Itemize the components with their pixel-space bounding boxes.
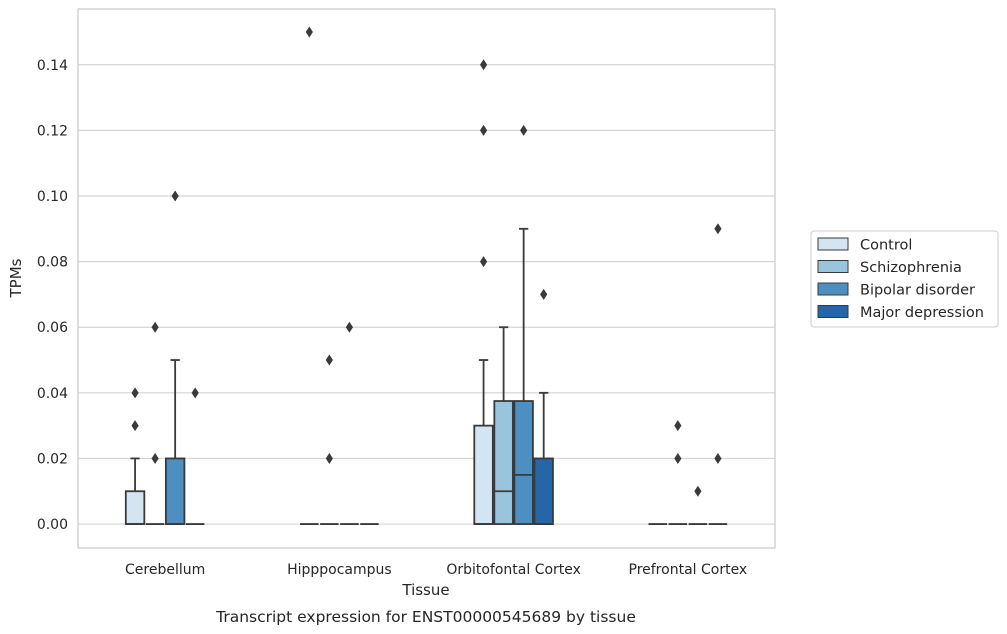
outlier-point — [714, 223, 722, 235]
outlier-point — [131, 387, 139, 399]
legend: Control Schizophrenia Bipolar disorder Majo… — [810, 230, 999, 328]
outlier-point — [171, 190, 179, 202]
outlier-point — [520, 124, 528, 136]
outlier-point — [714, 452, 722, 464]
y-tick-label: 0.00 — [37, 517, 68, 533]
outlier-point — [479, 59, 488, 71]
y-tick-label: 0.08 — [37, 255, 68, 271]
outlier-point — [479, 124, 488, 136]
legend-swatch — [817, 282, 849, 296]
outlier-point — [540, 288, 548, 300]
box-group — [668, 420, 688, 525]
x-axis-label: Tissue — [401, 581, 449, 599]
box-group — [145, 321, 165, 525]
y-axis-label: TPMs — [7, 258, 25, 298]
x-tick-label: Cerebellum — [125, 562, 205, 578]
legend-label: Bipolar disorder — [860, 283, 975, 299]
outlier-point — [479, 256, 488, 268]
box-group — [473, 59, 494, 525]
outlier-point — [151, 452, 159, 464]
box-group — [513, 124, 534, 525]
box-group — [708, 223, 728, 525]
outlier-point — [694, 485, 702, 497]
y-tick-label: 0.02 — [37, 451, 68, 467]
box-group — [533, 288, 554, 525]
box — [124, 490, 146, 525]
legend-swatch — [817, 237, 849, 251]
chart-caption: Transcript expression for ENST0000054568… — [215, 608, 636, 626]
outlier-point — [325, 354, 333, 366]
outlier-point — [151, 321, 159, 333]
plot-frame — [77, 8, 776, 549]
outlier-point — [131, 420, 139, 432]
x-tick-label: Hipppocampus — [287, 562, 392, 578]
legend-swatch — [817, 260, 849, 273]
outlier-point — [325, 452, 333, 464]
outlier-point — [674, 452, 682, 464]
y-tick-label: 0.12 — [37, 123, 68, 139]
box-group — [493, 326, 514, 525]
box-group — [688, 485, 708, 525]
box-group — [164, 190, 186, 525]
legend-label: Major depression — [860, 305, 984, 321]
legend-label: Schizophrenia — [860, 260, 962, 276]
outlier-point — [674, 420, 682, 432]
box-group — [320, 354, 339, 525]
box — [493, 400, 514, 525]
box-layer — [124, 26, 728, 525]
box — [473, 424, 494, 525]
box — [164, 457, 186, 525]
outlier-point — [191, 387, 199, 399]
legend-swatch — [817, 305, 849, 318]
x-tick-label: Prefrontal Cortex — [629, 562, 748, 578]
legend-frame — [810, 230, 999, 328]
y-tick-label: 0.10 — [37, 189, 68, 205]
x-tick-labels: Cerebellum Hipppocampus Orbitofontal Corte… — [125, 562, 747, 578]
y-tick-label: 0.04 — [37, 386, 68, 402]
outlier-point — [345, 321, 353, 333]
outlier-point — [305, 26, 313, 38]
x-tick-label: Orbitofontal Cortex — [446, 562, 581, 578]
box-group — [124, 387, 146, 525]
box-group — [340, 321, 359, 525]
box — [513, 400, 534, 525]
y-tick-labels: 0.00 0.02 0.04 0.06 0.08 0.10 0.12 0.14 — [37, 58, 68, 533]
y-tick-label: 0.14 — [37, 58, 68, 74]
y-tick-label: 0.06 — [37, 320, 68, 336]
box-group — [300, 26, 319, 525]
box — [533, 457, 554, 525]
legend-label: Control — [860, 238, 912, 254]
box-group — [185, 387, 205, 525]
